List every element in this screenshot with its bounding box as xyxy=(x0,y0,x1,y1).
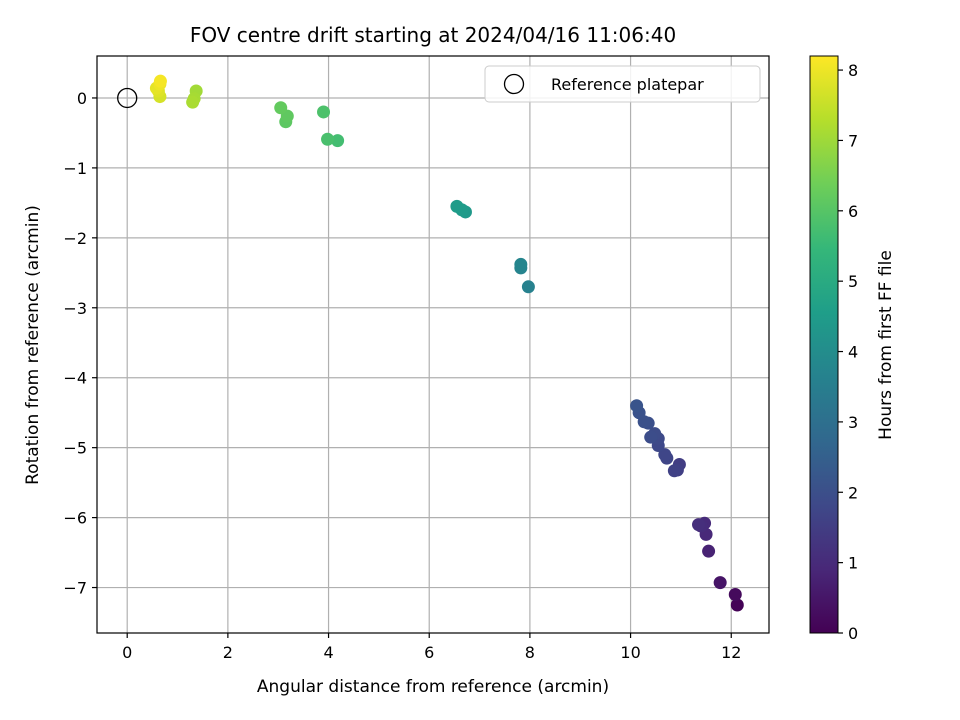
colorbar-tick-label: 4 xyxy=(848,343,858,362)
y-axis-ticks: 0 −1 −2 −3 −4 −5 −6 −7 xyxy=(63,89,97,598)
data-point xyxy=(667,464,681,478)
colorbar-tick-label: 3 xyxy=(848,413,858,432)
legend-entry-reference: Reference platepar xyxy=(551,75,704,94)
data-point xyxy=(186,95,200,109)
y-axis-label: Rotation from reference (arcmin) xyxy=(23,205,43,485)
reference-marker-group xyxy=(117,87,138,109)
colorbar-tick-label: 6 xyxy=(848,202,858,221)
data-point xyxy=(713,576,727,590)
x-axis-label: Angular distance from reference (arcmin) xyxy=(257,677,609,697)
y-tick-label: −2 xyxy=(63,229,87,248)
data-point xyxy=(514,257,528,271)
colorbar-tick-label: 8 xyxy=(848,61,858,80)
x-tick-label: 8 xyxy=(525,643,535,662)
data-point xyxy=(321,132,335,146)
y-tick-label: −7 xyxy=(63,579,87,598)
colorbar-tick-label: 7 xyxy=(848,131,858,150)
colorbar-label: Hours from first FF file xyxy=(876,250,896,440)
data-point xyxy=(658,448,672,462)
colorbar-gradient xyxy=(810,56,838,633)
colorbar-frame xyxy=(809,55,839,634)
data-point xyxy=(702,544,716,558)
chart-title: FOV centre drift starting at 2024/04/16 … xyxy=(190,23,676,47)
colorbar-tick-label: 5 xyxy=(848,272,858,291)
x-tick-label: 10 xyxy=(620,643,640,662)
reference-marker xyxy=(117,87,138,109)
data-point xyxy=(274,101,288,115)
y-tick-label: −5 xyxy=(63,439,87,458)
colorbar-ticks: 0 1 2 3 4 5 6 7 8 xyxy=(838,61,858,643)
x-axis-ticks: 0 2 4 6 8 10 12 xyxy=(122,633,741,662)
data-point xyxy=(153,74,167,88)
colorbar-tick-label: 1 xyxy=(848,554,858,573)
x-tick-label: 6 xyxy=(424,643,434,662)
data-point xyxy=(331,134,345,148)
data-point xyxy=(317,105,331,119)
y-tick-label: −3 xyxy=(63,299,87,318)
plot-area: 0 2 4 6 8 10 12 0 −1 −2 −3 −4 −5 −6 −7 xyxy=(63,55,770,662)
legend-box xyxy=(484,65,761,103)
plot-background xyxy=(97,56,769,633)
x-tick-label: 4 xyxy=(323,643,333,662)
y-tick-label: −1 xyxy=(63,159,87,178)
data-points xyxy=(149,74,744,612)
data-point xyxy=(692,518,706,532)
data-point xyxy=(450,199,464,213)
colorbar-tick-label: 2 xyxy=(848,483,858,502)
data-point xyxy=(521,280,535,294)
legend: Reference platepar xyxy=(484,65,761,103)
data-point xyxy=(630,399,644,413)
x-tick-label: 2 xyxy=(223,643,233,662)
y-tick-label: −6 xyxy=(63,509,87,528)
data-point xyxy=(728,588,742,602)
x-tick-label: 12 xyxy=(721,643,741,662)
y-tick-label: −4 xyxy=(63,369,87,388)
colorbar: 0 1 2 3 4 5 6 7 8 Hours from first FF file xyxy=(809,55,896,643)
y-tick-label: 0 xyxy=(77,89,87,108)
colorbar-tick-label: 0 xyxy=(848,624,858,643)
plot-frame xyxy=(96,55,770,634)
x-tick-label: 0 xyxy=(122,643,132,662)
data-point xyxy=(730,598,744,612)
data-point xyxy=(644,430,658,444)
legend-marker-reference xyxy=(503,73,525,95)
